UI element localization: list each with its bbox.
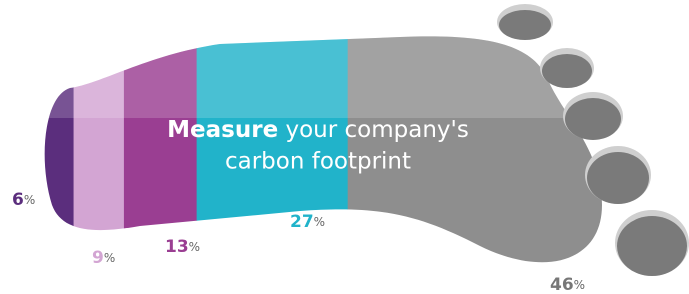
title-line-2: carbon footprint [225, 149, 411, 175]
unit: % [314, 215, 325, 229]
unit: % [24, 193, 35, 207]
value: 9 [92, 248, 104, 268]
segment [74, 0, 125, 290]
chart: Measure your company's carbon footprint … [0, 0, 689, 290]
title-line-1: Measure your company's [167, 117, 469, 143]
value: 6 [12, 190, 24, 210]
footprint [0, 0, 689, 290]
value-label: 27% [290, 212, 325, 232]
value: 46 [550, 275, 574, 290]
value-label: 13% [165, 237, 200, 257]
unit: % [189, 240, 200, 254]
value: 13 [165, 237, 189, 257]
segment [40, 0, 74, 290]
value-label: 6% [12, 190, 35, 210]
unit: % [574, 278, 585, 291]
value: 27 [290, 212, 314, 232]
value-label: 9% [92, 248, 115, 268]
unit: % [104, 251, 115, 265]
page: {"chart_data": {"type": "footprint", "ti… [0, 0, 689, 290]
title-emphasis: Measure [167, 117, 278, 143]
title-rest: your company's [285, 117, 468, 143]
value-label: 46% [550, 275, 585, 290]
